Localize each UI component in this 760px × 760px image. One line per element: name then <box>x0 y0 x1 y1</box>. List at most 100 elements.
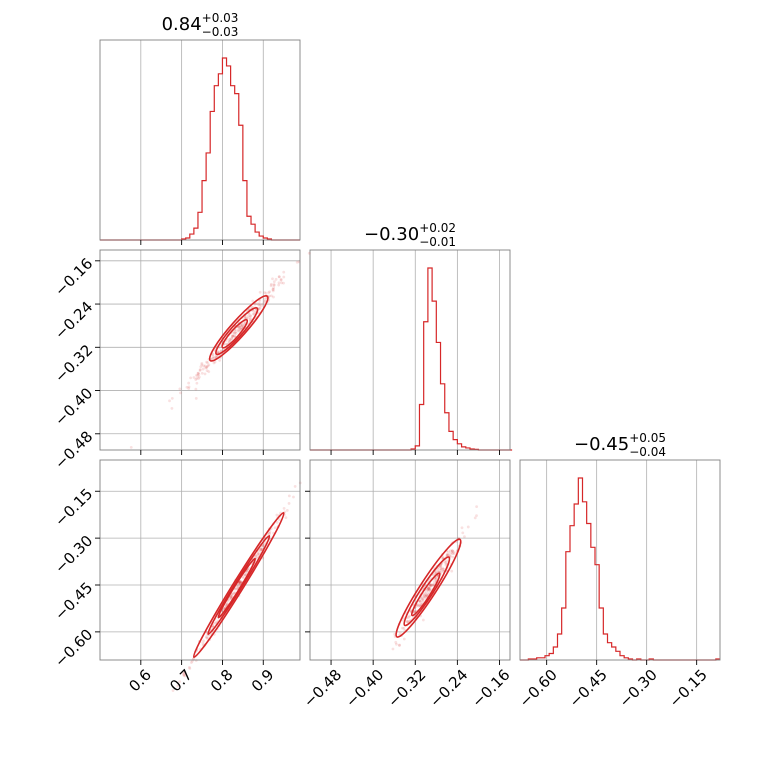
sample-point <box>422 595 425 599</box>
sample-point <box>257 303 261 307</box>
sample-point <box>219 349 223 353</box>
sample-point <box>252 312 256 316</box>
sample-point <box>246 568 250 572</box>
sample-point <box>258 306 262 310</box>
sample-point <box>446 552 449 556</box>
sample-point <box>405 620 409 624</box>
sample-point <box>240 325 244 329</box>
sample-point <box>178 680 182 684</box>
sample-point <box>412 610 416 613</box>
sample-point <box>243 574 247 577</box>
sample-point <box>200 371 204 375</box>
sample-point <box>230 594 234 598</box>
sample-point <box>183 671 187 675</box>
sample-point <box>251 299 255 303</box>
sample-point <box>239 581 242 585</box>
sample-point <box>204 635 208 639</box>
sample-point <box>237 328 241 332</box>
sample-point <box>427 589 430 593</box>
y-tick-label: −0.45 <box>51 579 96 624</box>
panel-frame <box>309 249 511 451</box>
sample-point <box>256 552 260 556</box>
title-minus-error: −0.01 <box>419 235 456 249</box>
sample-point <box>232 330 235 334</box>
panel-p22: −0.45+0.05−0.04 <box>519 431 721 665</box>
sample-point <box>233 332 236 335</box>
sample-point <box>425 594 429 598</box>
sample-point <box>418 600 422 604</box>
sample-point <box>204 366 208 370</box>
sample-point <box>395 642 398 646</box>
sample-point <box>194 378 198 381</box>
sample-point <box>429 584 432 588</box>
sample-point <box>181 671 185 675</box>
x-tick-label: 0.8 <box>207 666 237 696</box>
sample-point <box>245 316 248 320</box>
sample-point <box>263 297 266 301</box>
sample-point <box>240 324 244 328</box>
sample-point <box>293 485 297 488</box>
sample-point <box>271 288 275 291</box>
title-value: 0.84 <box>162 14 202 35</box>
x-tick-label: −0.48 <box>300 666 345 711</box>
sample-point <box>461 531 465 535</box>
sample-point <box>407 615 411 619</box>
sample-point <box>427 587 431 590</box>
sample-point <box>231 592 235 596</box>
sample-point <box>441 569 445 573</box>
density-contour <box>215 306 259 356</box>
panel-background <box>520 460 720 660</box>
sample-point <box>426 588 429 591</box>
sample-point <box>402 637 406 641</box>
sample-point <box>421 598 425 601</box>
sample-point <box>189 661 193 664</box>
sample-point <box>253 554 257 558</box>
y-tick-label: −0.15 <box>51 485 96 530</box>
sample-point <box>211 624 215 628</box>
panel-p21 <box>305 459 511 665</box>
sample-point <box>238 326 241 330</box>
x-tick-label: −0.40 <box>342 666 387 711</box>
panel-background <box>310 460 510 660</box>
sample-point <box>426 586 430 590</box>
sample-point <box>260 548 264 552</box>
panel-p20 <box>95 459 314 692</box>
x-tick-label: −0.16 <box>468 666 513 711</box>
sample-point <box>450 551 454 555</box>
sample-point <box>426 588 430 592</box>
sample-point <box>268 530 272 534</box>
y-tick-label: −0.60 <box>51 626 96 671</box>
sample-point <box>420 597 424 601</box>
sample-point <box>239 324 242 327</box>
sample-point <box>228 338 232 342</box>
sample-point <box>179 391 182 395</box>
panel-frame <box>519 459 721 661</box>
sample-point <box>226 602 229 606</box>
sample-point <box>234 330 238 333</box>
sample-point <box>228 597 232 600</box>
sample-point <box>183 670 187 674</box>
sample-point <box>275 520 279 524</box>
sample-point <box>446 550 450 554</box>
sample-point <box>451 555 455 559</box>
sample-point <box>206 361 210 364</box>
sample-point <box>264 291 268 295</box>
sample-point <box>295 260 299 264</box>
sample-point <box>238 325 242 329</box>
sample-point <box>187 381 191 385</box>
sample-point <box>445 553 449 557</box>
sample-point <box>194 659 198 662</box>
sample-point <box>268 532 271 536</box>
sample-point <box>272 286 275 290</box>
sample-point <box>171 689 175 692</box>
y-tick-label: −0.32 <box>51 341 96 386</box>
sample-point <box>195 373 198 377</box>
x-tick-label: −0.24 <box>426 666 471 711</box>
sample-point <box>272 283 276 286</box>
sample-point <box>421 618 425 622</box>
sample-point <box>228 595 232 599</box>
panel-p11: −0.30+0.02−0.01 <box>309 221 513 455</box>
sample-point <box>429 583 433 587</box>
sample-point <box>239 327 242 331</box>
sample-point <box>271 277 274 281</box>
